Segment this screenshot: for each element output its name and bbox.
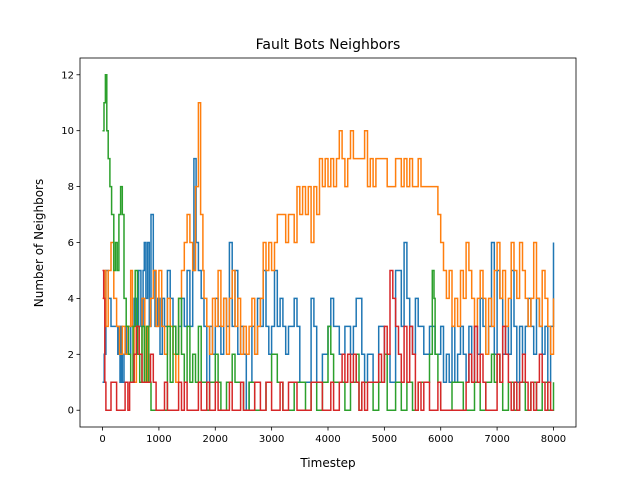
- x-tick-label: 3000: [259, 434, 284, 445]
- x-tick-label: 6000: [428, 434, 453, 445]
- y-tick-label: 4: [68, 294, 74, 305]
- x-tick-label: 8000: [541, 434, 566, 445]
- y-tick-label: 2: [68, 350, 74, 361]
- axes: 0 1000 2000 3000 4000 5000 6000 7000 8000 0 2 4 6 8 10…: [61, 57, 577, 445]
- x-tick-label: 2000: [203, 434, 228, 445]
- series-line-4: [102, 269, 554, 411]
- x-tick-label: 7000: [484, 434, 509, 445]
- series-lines: [102, 74, 555, 411]
- x-axis-label: Timestep: [299, 456, 355, 470]
- series-line-3: [102, 74, 555, 411]
- y-tick-label: 8: [68, 182, 74, 193]
- x-tick-label: 4000: [315, 434, 340, 445]
- x-tick-label: 0: [99, 434, 105, 445]
- y-tick-label: 6: [68, 238, 74, 249]
- y-tick-label: 0: [68, 406, 74, 417]
- x-tick-label: 1000: [146, 434, 171, 445]
- y-tick-label: 10: [61, 126, 74, 137]
- y-tick-label: 12: [61, 70, 74, 81]
- y-axis-label: Number of Neighbors: [32, 179, 46, 307]
- chart-title: Fault Bots Neighbors: [256, 37, 401, 53]
- x-tick-label: 5000: [372, 434, 397, 445]
